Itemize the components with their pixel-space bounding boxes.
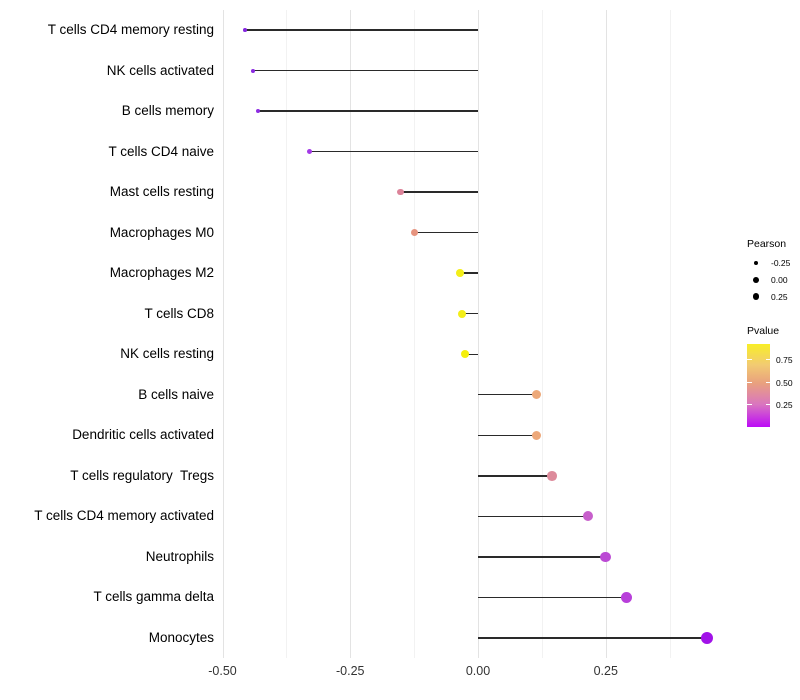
category-label: T cells CD4 memory resting [47, 22, 214, 37]
category-label: Neutrophils [145, 548, 214, 564]
data-point [582, 511, 593, 522]
category-label: Monocytes [148, 629, 214, 645]
data-point [306, 149, 312, 155]
pearson-legend-label: -0.25 [771, 258, 791, 268]
lollipop-stem [462, 313, 478, 315]
pvalue-colorbar [747, 344, 770, 427]
category-label: Macrophages M2 [109, 265, 214, 281]
lollipop-stem [465, 353, 478, 355]
x-axis-tick-label: -0.50 [208, 664, 237, 678]
major-gridline [350, 10, 352, 658]
data-point [410, 229, 418, 237]
minor-gridline [669, 10, 671, 658]
pvalue-tick-label: 0.75 [776, 355, 793, 365]
colorbar-tick-notch [747, 359, 752, 361]
minor-gridline [286, 10, 288, 658]
major-gridline [222, 10, 224, 658]
pearson-legend-dot [753, 260, 759, 266]
lollipop-stem [478, 434, 537, 436]
data-point [458, 309, 467, 318]
lollipop-stem [252, 69, 478, 72]
colorbar-tick-notch [747, 382, 752, 384]
colorbar-tick-notch [765, 404, 770, 406]
data-point [455, 269, 464, 278]
lollipop-stem [459, 272, 478, 274]
pearson-legend-dot [752, 293, 760, 300]
pearson-legend-dot [753, 277, 759, 283]
category-label: Dendritic cells activated [72, 427, 214, 443]
lollipop-stem [414, 231, 478, 234]
pvalue-legend-title: Pvalue [747, 325, 780, 337]
x-axis-tick-label: 0.25 [593, 664, 618, 678]
category-label: Macrophages M0 [109, 224, 214, 240]
major-gridline [478, 10, 479, 658]
data-point [547, 471, 557, 481]
colorbar-tick-notch [765, 359, 770, 361]
category-label: B cells memory [121, 103, 214, 119]
lollipop-stem [309, 150, 478, 153]
data-point [621, 591, 633, 603]
data-point [250, 68, 255, 73]
category-label: T cells CD8 [144, 305, 214, 321]
lollipop-stem [400, 191, 478, 193]
data-point [700, 631, 714, 645]
category-label: T cells gamma delta [93, 589, 214, 605]
lollipop-stem [478, 596, 627, 599]
colorbar-tick-notch [747, 404, 752, 406]
lollipop-stem [258, 110, 478, 112]
colorbar-tick-notch [765, 382, 770, 384]
category-label: NK cells resting [120, 346, 214, 362]
major-gridline [605, 10, 607, 658]
x-axis-tick-label: -0.25 [336, 664, 365, 678]
category-label: B cells naive [138, 386, 214, 402]
plot-panel [222, 10, 731, 658]
pvalue-tick-label: 0.50 [776, 378, 793, 388]
pearson-legend-title: Pearson [747, 238, 787, 250]
lollipop-stem [244, 29, 478, 31]
data-point [461, 350, 470, 359]
pearson-legend-label: 0.00 [771, 275, 788, 285]
category-label: T cells CD4 naive [108, 143, 214, 159]
x-axis-tick-label: 0.00 [465, 664, 491, 678]
data-point [397, 188, 405, 196]
minor-gridline [541, 10, 543, 658]
data-point [531, 430, 541, 440]
pvalue-tick-label: 0.25 [776, 400, 793, 410]
data-point [599, 551, 611, 563]
lollipop-stem [478, 637, 707, 639]
category-label: Mast cells resting [109, 184, 214, 200]
lollipop-stem [478, 394, 537, 396]
lollipop-stem [478, 475, 553, 477]
minor-gridline [414, 10, 416, 658]
lollipop-stem [478, 515, 588, 518]
category-label: T cells CD4 memory activated [34, 508, 214, 524]
category-label: T cells regulatory Tregs [70, 467, 214, 483]
lollipop-stem [478, 556, 606, 558]
pearson-legend-label: 0.25 [771, 291, 788, 302]
data-point [243, 28, 247, 32]
data-point [256, 109, 261, 114]
data-point [531, 390, 541, 400]
category-label: NK cells activated [106, 62, 214, 78]
